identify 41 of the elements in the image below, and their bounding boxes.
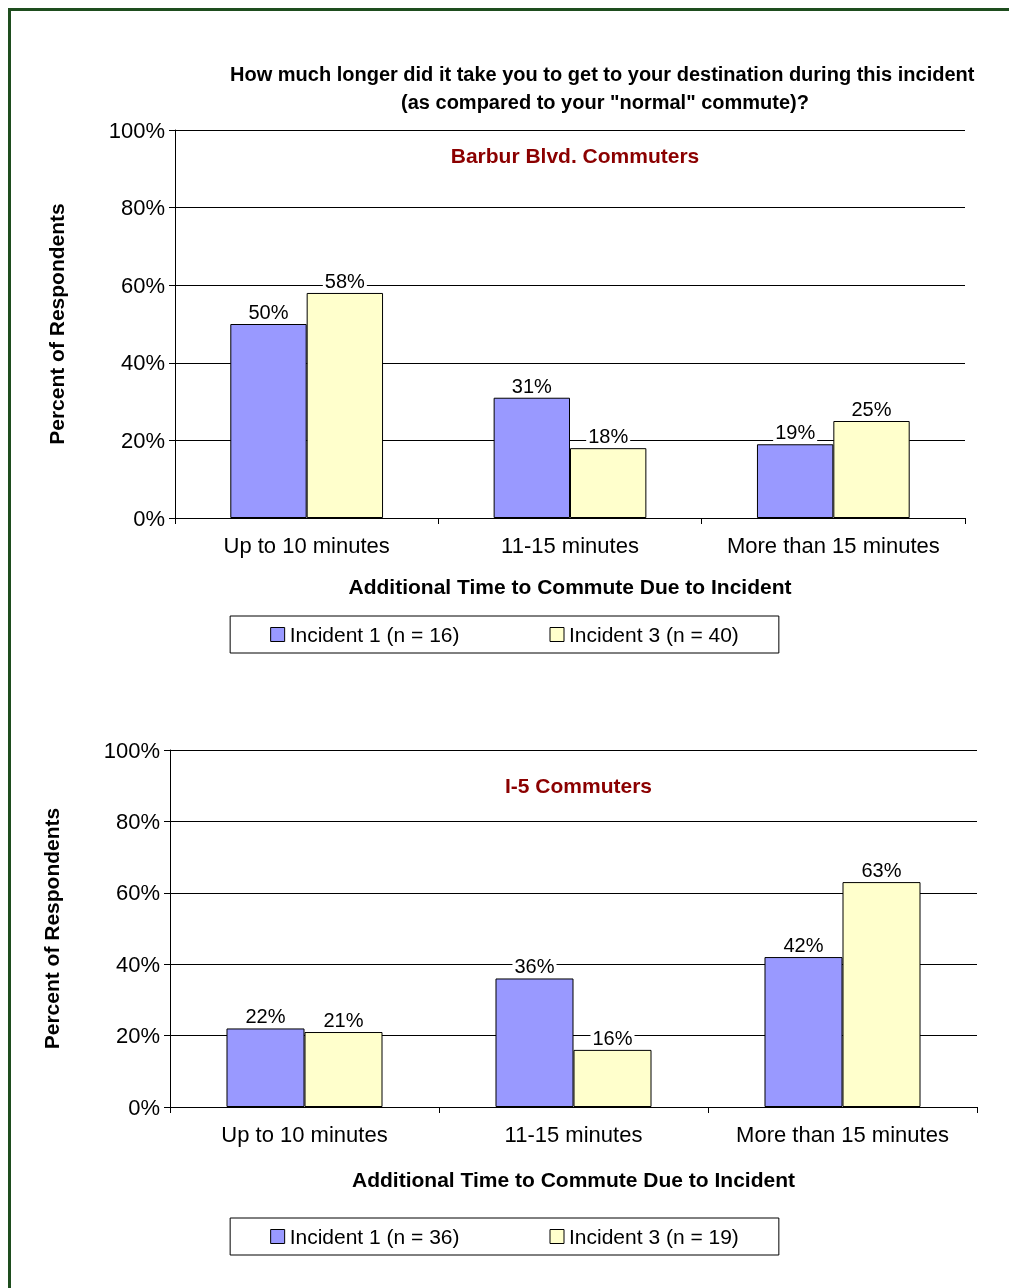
y-tick-label: 40% [115,951,160,977]
data-label: 50% [248,301,289,323]
data-label: 16% [592,1026,633,1049]
legend-label: Incident 1 (n = 16) [289,623,460,646]
x-tick-label: More than 15 minutes [736,1121,949,1147]
data-label: 21% [323,1009,364,1032]
text: Barbur Blvd. Commuters [450,144,700,167]
legend-label: Incident 3 (n = 19) [569,1225,739,1248]
y-tick-label: 80% [120,195,165,221]
data-label: 58% [324,269,366,292]
x-axis-title: Additional Time to Commute Due to Incident [352,1168,795,1191]
x-tick-label: 11-15 minutes [501,532,639,558]
y-tick-label: 80% [115,808,160,834]
y-tick-label: 100% [103,737,160,763]
data-label: 25% [851,398,892,420]
y-axis-title: Percent of Respondents [40,807,63,1050]
y-tick-label: 60% [120,272,165,298]
y-tick-label: 20% [120,427,165,453]
y-tick-label: 100% [108,117,165,143]
data-label: 22% [245,1005,286,1028]
x-tick-label: Up to 10 minutes [221,1121,388,1147]
y-tick-label: 0% [133,505,165,531]
data-label: 18% [588,425,629,448]
chart-title: How much longer did it take you to get to your destination during this incident (as compared to your "normal" commute)? [229,63,981,113]
y-axis-title: Percent of Respondents [45,203,68,445]
data-label: 42% [783,934,824,957]
data-label: 36% [514,955,555,978]
text: I-5 Commuters [504,774,653,797]
x-tick-label: More than 15 minutes [726,532,940,558]
y-tick-label: 20% [115,1023,160,1049]
x-tick-label: Up to 10 minutes [223,532,390,558]
y-tick-label: 60% [115,880,160,906]
data-label: 31% [511,374,553,397]
legend-label: Incident 1 (n = 36) [289,1225,460,1248]
legend-label: Incident 3 (n = 40) [569,623,739,646]
x-axis-title: Additional Time to Commute Due to Incident [348,575,792,598]
data-label: 19% [775,421,816,444]
y-tick-label: 0% [128,1094,160,1120]
data-label: 63% [861,859,902,882]
x-tick-label: 11-15 minutes [504,1121,643,1147]
y-tick-label: 40% [120,350,165,376]
